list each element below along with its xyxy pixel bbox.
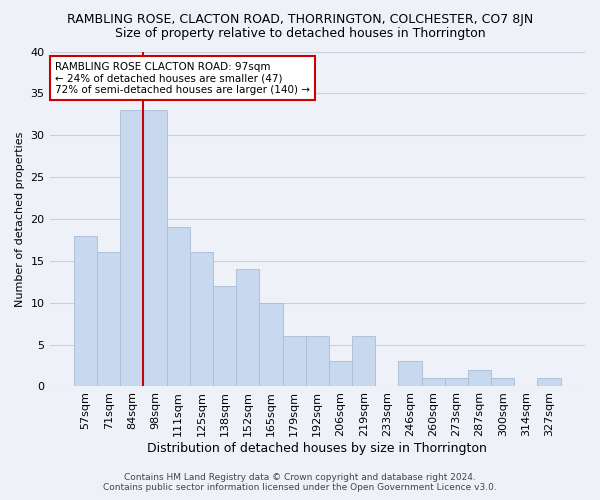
Bar — [97, 252, 120, 386]
Bar — [283, 336, 305, 386]
Bar — [538, 378, 560, 386]
Bar — [213, 286, 236, 386]
Bar — [120, 110, 143, 386]
Bar — [236, 269, 259, 386]
Bar — [468, 370, 491, 386]
Bar — [329, 362, 352, 386]
Bar — [445, 378, 468, 386]
Text: RAMBLING ROSE CLACTON ROAD: 97sqm
← 24% of detached houses are smaller (47)
72% : RAMBLING ROSE CLACTON ROAD: 97sqm ← 24% … — [55, 62, 310, 94]
Bar — [259, 302, 283, 386]
X-axis label: Distribution of detached houses by size in Thorrington: Distribution of detached houses by size … — [148, 442, 487, 455]
Text: Contains HM Land Registry data © Crown copyright and database right 2024.
Contai: Contains HM Land Registry data © Crown c… — [103, 473, 497, 492]
Bar — [143, 110, 167, 386]
Text: Size of property relative to detached houses in Thorrington: Size of property relative to detached ho… — [115, 28, 485, 40]
Bar — [398, 362, 422, 386]
Bar — [74, 236, 97, 386]
Text: RAMBLING ROSE, CLACTON ROAD, THORRINGTON, COLCHESTER, CO7 8JN: RAMBLING ROSE, CLACTON ROAD, THORRINGTON… — [67, 12, 533, 26]
Bar — [491, 378, 514, 386]
Bar — [422, 378, 445, 386]
Y-axis label: Number of detached properties: Number of detached properties — [15, 132, 25, 306]
Bar — [167, 228, 190, 386]
Bar — [305, 336, 329, 386]
Bar — [190, 252, 213, 386]
Bar — [352, 336, 375, 386]
